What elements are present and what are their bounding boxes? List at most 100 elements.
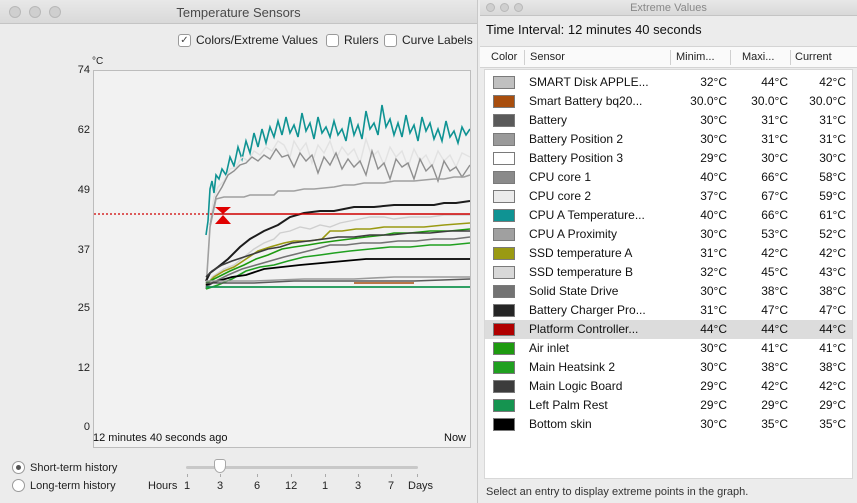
- color-swatch[interactable]: [493, 190, 515, 203]
- sensor-max: 44°C: [761, 322, 788, 336]
- color-swatch[interactable]: [493, 304, 515, 317]
- curve-cpu-core-2: [209, 136, 470, 222]
- table-row[interactable]: SSD temperature A 31°C 42°C 42°C: [485, 244, 852, 263]
- color-swatch[interactable]: [493, 418, 515, 431]
- table-row[interactable]: CPU core 2 37°C 67°C 59°C: [485, 187, 852, 206]
- table-row[interactable]: Air inlet 30°C 41°C 41°C: [485, 339, 852, 358]
- zoom-window-button[interactable]: [49, 6, 61, 18]
- slider-tick: [257, 474, 258, 477]
- table-row[interactable]: Bottom skin 30°C 35°C 35°C: [485, 415, 852, 434]
- sensor-name: Smart Battery bq20...: [529, 94, 643, 108]
- zoom-window-button[interactable]: [514, 3, 523, 12]
- table-row[interactable]: Solid State Drive 30°C 38°C 38°C: [485, 282, 852, 301]
- radio-unselected-icon: [12, 479, 25, 492]
- color-swatch[interactable]: [493, 247, 515, 260]
- color-swatch[interactable]: [493, 361, 515, 374]
- color-swatch[interactable]: [493, 342, 515, 355]
- curve-main-heatsink-2: [205, 242, 470, 290]
- sensor-name: Platform Controller...: [529, 322, 639, 336]
- short-term-history-radio[interactable]: Short-term history: [12, 461, 117, 474]
- y-tick: 74: [77, 64, 90, 76]
- curve-battery-charger: [205, 200, 470, 282]
- table-row[interactable]: Platform Controller... 44°C 44°C 44°C: [485, 320, 852, 339]
- color-swatch[interactable]: [493, 380, 515, 393]
- table-row[interactable]: Battery Charger Pro... 31°C 47°C 47°C: [485, 301, 852, 320]
- column-header-sensor[interactable]: Sensor: [530, 51, 565, 63]
- colors-extreme-values-checkbox[interactable]: ✓ Colors/Extreme Values: [178, 33, 318, 47]
- table-row[interactable]: CPU A Temperature... 40°C 66°C 61°C: [485, 206, 852, 225]
- color-swatch[interactable]: [493, 152, 515, 165]
- sensor-min: 37°C: [700, 189, 727, 203]
- table-row[interactable]: Main Heatsink 2 30°C 38°C 38°C: [485, 358, 852, 377]
- minimize-window-button[interactable]: [29, 6, 41, 18]
- sensor-max: 66°C: [761, 208, 788, 222]
- table-row[interactable]: Smart Battery bq20... 30.0°C 30.0°C 30.0°C: [485, 92, 852, 111]
- table-row[interactable]: SSD temperature B 32°C 45°C 43°C: [485, 263, 852, 282]
- curve-labels-checkbox[interactable]: Curve Labels: [384, 33, 473, 47]
- sensor-max: 47°C: [761, 303, 788, 317]
- y-tick: 0: [83, 421, 90, 433]
- color-swatch[interactable]: [493, 209, 515, 222]
- graph-canvas: [94, 104, 470, 290]
- color-swatch[interactable]: [493, 228, 515, 241]
- sensor-name: Battery: [529, 113, 568, 127]
- color-swatch[interactable]: [493, 399, 515, 412]
- table-row[interactable]: Battery 30°C 31°C 31°C: [485, 111, 852, 130]
- checkbox-label: Rulers: [344, 33, 379, 47]
- color-swatch[interactable]: [493, 266, 515, 279]
- history-slider-track[interactable]: [186, 466, 418, 469]
- sensor-name: Battery Charger Pro...: [529, 303, 646, 317]
- minimize-window-button[interactable]: [500, 3, 509, 12]
- color-swatch[interactable]: [493, 76, 515, 89]
- sensor-max: 45°C: [761, 265, 788, 279]
- sensor-name: Main Logic Board: [529, 379, 623, 393]
- temperature-graph[interactable]: [93, 70, 471, 448]
- close-window-button[interactable]: [9, 6, 21, 18]
- slider-tick: [358, 474, 359, 477]
- column-header-current[interactable]: Current: [795, 51, 832, 63]
- color-swatch[interactable]: [493, 285, 515, 298]
- rulers-checkbox[interactable]: Rulers: [326, 33, 379, 47]
- slider-tick-label: 6: [254, 480, 261, 492]
- table-row[interactable]: CPU core 1 40°C 66°C 58°C: [485, 168, 852, 187]
- color-swatch[interactable]: [493, 133, 515, 146]
- color-swatch[interactable]: [493, 114, 515, 127]
- color-swatch[interactable]: [493, 323, 515, 336]
- sensor-min: 32°C: [700, 75, 727, 89]
- sensor-current: 38°C: [819, 284, 846, 298]
- slider-tick: [291, 474, 292, 477]
- min-marker-icon: [215, 215, 231, 224]
- time-end-label: Now: [444, 432, 467, 444]
- y-tick: 12: [77, 362, 90, 374]
- sensor-max: 31°C: [761, 113, 788, 127]
- column-header-minimum[interactable]: Minim...: [676, 51, 715, 63]
- slider-tick: [325, 474, 326, 477]
- column-separator: [730, 50, 731, 65]
- table-row[interactable]: SMART Disk APPLE... 32°C 44°C 42°C: [485, 73, 852, 92]
- right-titlebar: Extreme Values: [480, 0, 857, 16]
- table-row[interactable]: Main Logic Board 29°C 42°C 42°C: [485, 377, 852, 396]
- column-header-maximum[interactable]: Maxi...: [742, 51, 775, 63]
- checkbox-unchecked-icon: [384, 33, 397, 47]
- long-term-history-radio[interactable]: Long-term history: [12, 479, 116, 492]
- sensor-current: 30.0°C: [809, 94, 846, 108]
- sensor-max: 29°C: [761, 398, 788, 412]
- table-row[interactable]: Left Palm Rest 29°C 29°C 29°C: [485, 396, 852, 415]
- history-slider-thumb[interactable]: [214, 459, 226, 473]
- sensor-max: 42°C: [761, 379, 788, 393]
- sensor-table: SMART Disk APPLE... 32°C 44°C 42°C Smart Bat…: [484, 69, 853, 479]
- sensor-max: 42°C: [761, 246, 788, 260]
- radio-selected-icon: [12, 461, 25, 474]
- slider-tick: [391, 474, 392, 477]
- color-swatch[interactable]: [493, 171, 515, 184]
- table-row[interactable]: Battery Position 2 30°C 31°C 31°C: [485, 130, 852, 149]
- close-window-button[interactable]: [486, 3, 495, 12]
- curve-main-logic-board: [205, 230, 470, 278]
- column-separator: [670, 50, 671, 65]
- table-row[interactable]: Battery Position 3 29°C 30°C 30°C: [485, 149, 852, 168]
- column-header-color[interactable]: Color: [491, 51, 518, 63]
- curve-solid-state-drive: [205, 236, 470, 288]
- sensor-min: 30°C: [700, 360, 727, 374]
- color-swatch[interactable]: [493, 95, 515, 108]
- table-row[interactable]: CPU A Proximity 30°C 53°C 52°C: [485, 225, 852, 244]
